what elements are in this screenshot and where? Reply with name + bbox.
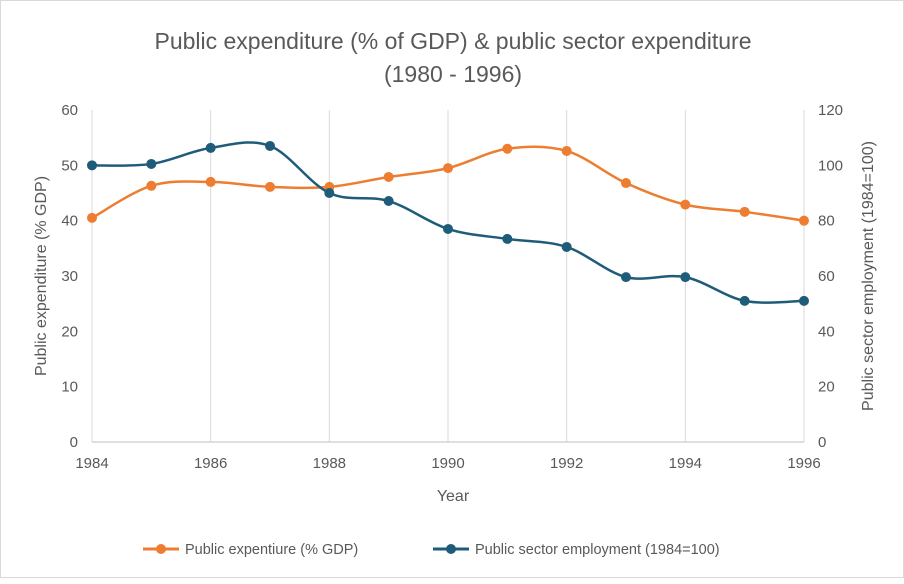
data-point-1 [87, 160, 97, 171]
data-point-0 [383, 171, 394, 182]
y-tick-label: 10 [61, 379, 78, 396]
data-point-0 [502, 143, 513, 154]
legend-label-public-expenditure: Public expentiure (% GDP) [185, 542, 358, 558]
data-point-0 [799, 215, 809, 226]
data-point-1 [324, 188, 335, 198]
data-point-0 [205, 176, 216, 187]
y-tick-label: 60 [61, 102, 78, 119]
y-tick-label: 20 [61, 323, 78, 340]
x-tick-label: 1984 [75, 455, 108, 472]
data-point-1 [799, 295, 809, 306]
data-point-1 [383, 196, 394, 207]
x-tick-label: 1986 [194, 455, 227, 472]
legend-marker-blue [446, 544, 456, 554]
data-point-1 [621, 272, 631, 283]
x-tick-label: 1996 [787, 455, 820, 472]
legend-marker-orange [156, 544, 166, 554]
data-point-1 [146, 158, 157, 169]
x-axis-label: Year [437, 488, 470, 505]
y-tick-label: 50 [61, 157, 78, 174]
y2-axis-label: Public sector employment (1984=100) [860, 141, 877, 411]
y2-tick-label: 120 [818, 102, 843, 119]
data-point-0 [621, 178, 631, 189]
y-tick-label: 40 [61, 213, 78, 230]
data-point-0 [146, 180, 157, 191]
data-point-1 [561, 241, 572, 252]
y-tick-label: 0 [70, 434, 78, 451]
x-tick-label: 1992 [550, 455, 583, 472]
data-point-1 [265, 140, 275, 151]
x-tick-label: 1990 [431, 455, 464, 472]
y2-tick-label: 60 [818, 268, 835, 285]
y-tick-label: 30 [61, 268, 78, 285]
x-tick-label: 1988 [313, 455, 346, 472]
data-point-0 [265, 181, 275, 192]
x-tick-label: 1994 [669, 455, 702, 472]
data-point-1 [680, 272, 691, 283]
chart-title-line-1: Public expenditure (% of GDP) & public s… [154, 28, 751, 54]
data-point-1 [205, 142, 216, 153]
y2-tick-label: 100 [818, 157, 843, 174]
data-point-0 [87, 212, 97, 223]
y2-tick-label: 0 [818, 434, 826, 451]
data-point-0 [680, 199, 691, 210]
data-point-0 [561, 145, 572, 156]
legend: Public expentiure (% GDP) Public sector … [143, 542, 720, 558]
data-point-0 [739, 206, 750, 217]
chart-title-line-2: (1980 - 1996) [384, 61, 522, 87]
y-axis-label: Public expenditure (% GDP) [33, 176, 50, 376]
y2-tick-label: 40 [818, 323, 835, 340]
y2-tick-label: 80 [818, 213, 835, 230]
data-point-1 [739, 295, 750, 306]
y2-tick-label: 20 [818, 379, 835, 396]
legend-label-public-sector-employment: Public sector employment (1984=100) [475, 542, 720, 558]
data-point-1 [502, 233, 513, 244]
data-point-1 [443, 223, 453, 234]
data-point-0 [443, 163, 453, 174]
